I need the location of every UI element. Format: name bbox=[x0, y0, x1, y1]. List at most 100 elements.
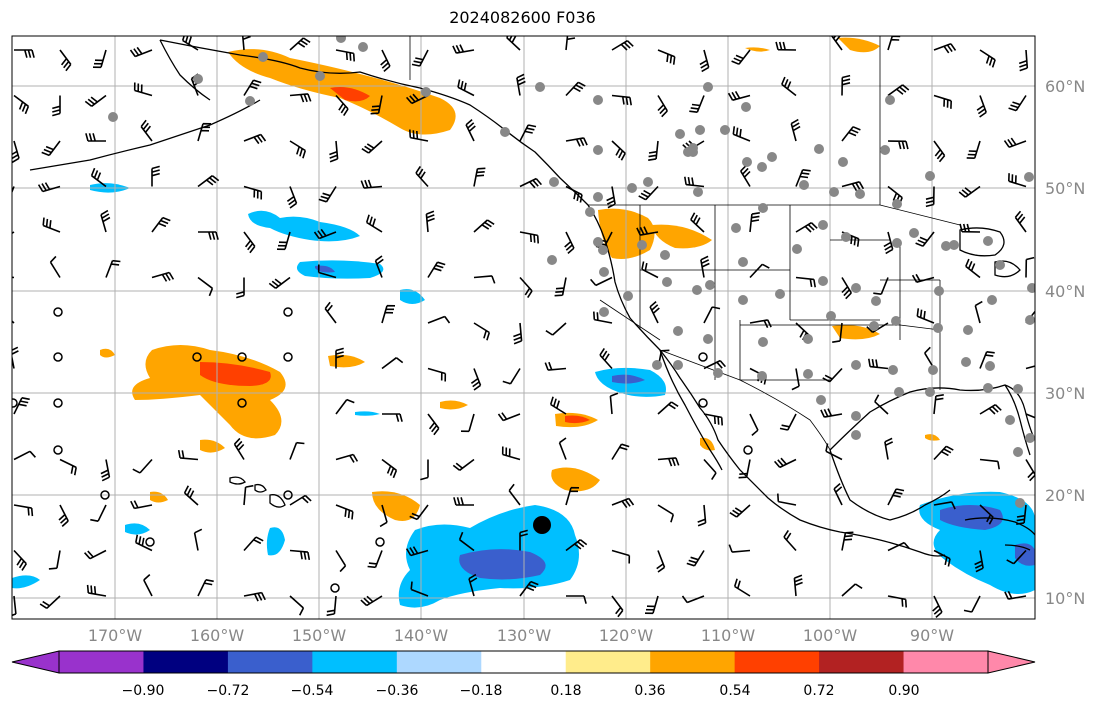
station-dot bbox=[851, 430, 861, 440]
wind-barb bbox=[1014, 210, 1027, 233]
wind-barb bbox=[90, 167, 107, 188]
wind-barb bbox=[1025, 256, 1035, 278]
wind-barb bbox=[644, 595, 659, 615]
colorbar-tick: 0.90 bbox=[888, 683, 920, 699]
wind-barb bbox=[841, 181, 865, 192]
wind-barb bbox=[738, 459, 751, 479]
wind-barb bbox=[457, 79, 475, 97]
wind-barb bbox=[236, 277, 245, 299]
station-dot bbox=[891, 316, 901, 326]
wind-barb bbox=[884, 437, 894, 460]
station-dot bbox=[421, 87, 431, 97]
station-dot bbox=[535, 82, 545, 92]
station-dot bbox=[851, 283, 861, 293]
wind-barb bbox=[641, 261, 659, 279]
colorbar-swatch bbox=[227, 651, 313, 673]
station-dot bbox=[1013, 384, 1023, 394]
station-dot bbox=[673, 326, 683, 336]
colorbar-tick: −0.18 bbox=[459, 683, 503, 699]
wind-barb bbox=[565, 185, 583, 203]
station-dot bbox=[705, 280, 715, 290]
wind-barb bbox=[657, 95, 668, 118]
wind-barb bbox=[335, 347, 344, 369]
wind-barb bbox=[452, 458, 475, 471]
wind-barb bbox=[13, 450, 36, 461]
shading-blue-small-1 bbox=[355, 411, 380, 416]
wind-barb bbox=[727, 90, 751, 101]
lon-label-170: 170°W bbox=[87, 626, 143, 645]
wind-barb bbox=[933, 140, 946, 163]
colorbar-extend-high bbox=[987, 650, 1036, 674]
wind-barb bbox=[611, 549, 631, 564]
colorbar-swatch bbox=[481, 651, 567, 673]
station-dot bbox=[925, 387, 935, 397]
station-dot bbox=[358, 42, 368, 52]
wind-barb bbox=[700, 255, 710, 278]
wind-barb bbox=[268, 276, 291, 289]
wind-barb bbox=[276, 231, 291, 251]
wind-barb bbox=[649, 300, 660, 324]
wind-barb bbox=[1008, 173, 1027, 188]
station-dot bbox=[961, 357, 971, 367]
station-dot bbox=[245, 96, 255, 106]
wind-barb bbox=[135, 534, 153, 552]
lat-label-30: 30°N bbox=[1045, 384, 1086, 403]
wind-barb bbox=[1018, 49, 1029, 72]
station-dot bbox=[838, 157, 848, 167]
wind-barb bbox=[979, 504, 994, 525]
station-dot bbox=[547, 255, 557, 265]
shading-orange-ne bbox=[838, 37, 880, 53]
station-dot bbox=[652, 360, 662, 370]
wind-barb bbox=[86, 584, 107, 597]
colorbar-swatch bbox=[396, 651, 482, 673]
station-dot bbox=[193, 74, 203, 84]
wind-barb bbox=[13, 504, 34, 517]
wind-barb bbox=[409, 129, 429, 142]
shading-orange-idaho bbox=[652, 224, 712, 249]
wind-barb bbox=[506, 36, 521, 51]
colorbar-extend-low bbox=[11, 650, 60, 674]
station-dot bbox=[818, 220, 828, 230]
station-dot bbox=[703, 334, 713, 344]
wind-barb bbox=[703, 306, 721, 324]
wind-barb bbox=[39, 595, 61, 609]
wind-barb bbox=[689, 95, 705, 113]
station-dot bbox=[995, 260, 1005, 270]
wind-barb bbox=[289, 494, 312, 506]
wind-barb bbox=[367, 550, 383, 569]
colorbar-swatch bbox=[59, 651, 144, 673]
wind-barb bbox=[177, 449, 199, 461]
wind-barb bbox=[684, 176, 705, 188]
station-dot bbox=[1024, 172, 1034, 182]
station-dot bbox=[829, 187, 839, 197]
wind-barb bbox=[465, 118, 476, 142]
station-dot bbox=[741, 102, 751, 112]
wind-barb bbox=[289, 93, 312, 103]
station-dot bbox=[703, 82, 713, 92]
wind-barb bbox=[473, 322, 491, 341]
wind-barb bbox=[887, 488, 905, 506]
station-dot bbox=[1013, 447, 1023, 457]
station-dot bbox=[593, 237, 603, 247]
shading-orange-bc bbox=[745, 47, 770, 52]
wind-barb bbox=[374, 255, 384, 278]
station-dots bbox=[108, 36, 1035, 508]
station-dot bbox=[688, 143, 698, 153]
wind-barb bbox=[370, 95, 383, 115]
lon-label-100: 100°W bbox=[802, 626, 858, 645]
shading-red-alaska bbox=[330, 87, 370, 102]
wind-barb bbox=[565, 539, 588, 552]
wind-barb bbox=[545, 322, 567, 336]
wind-barb bbox=[243, 484, 254, 506]
station-dot bbox=[803, 334, 813, 344]
wind-barb bbox=[589, 276, 613, 287]
wind-barb bbox=[611, 94, 632, 106]
station-dot bbox=[643, 177, 653, 187]
wind-barb bbox=[100, 459, 111, 482]
wind-barb bbox=[516, 73, 526, 96]
wind-barb bbox=[41, 140, 61, 157]
wind-barb bbox=[565, 137, 588, 147]
station-dot bbox=[871, 296, 881, 306]
wind-barb bbox=[979, 404, 1002, 415]
wind-barb bbox=[427, 261, 446, 278]
